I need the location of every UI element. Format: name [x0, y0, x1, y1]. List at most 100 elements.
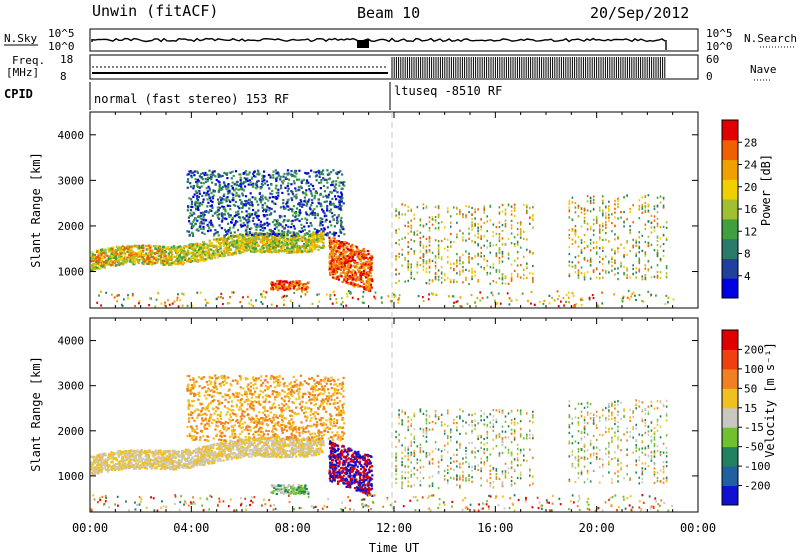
echo-cell — [233, 451, 236, 455]
echo-cell — [207, 249, 210, 252]
echo-cell — [234, 222, 237, 225]
echo-cell — [132, 245, 135, 248]
echo-cell — [269, 176, 272, 179]
echo-cell — [319, 192, 322, 195]
echo-cell — [237, 212, 240, 216]
nave-label: Nave — [750, 63, 777, 76]
echo-cell — [568, 252, 571, 256]
echo-cell — [145, 257, 149, 260]
echo-cell — [632, 221, 634, 224]
echo-cell — [207, 185, 210, 188]
echo-cell — [122, 249, 125, 253]
echo-cell — [644, 267, 647, 270]
echo-cell — [330, 241, 333, 244]
nsky-label: N.Sky — [4, 32, 37, 45]
echo-cell — [277, 241, 281, 244]
echo-cell — [434, 220, 437, 223]
echo-cell — [320, 228, 323, 231]
echo-cell — [341, 245, 344, 248]
echo-cell — [217, 180, 220, 183]
echo-cell — [118, 246, 121, 250]
echo-cell — [495, 268, 498, 272]
echo-cell — [238, 184, 241, 187]
echo-cell — [298, 230, 301, 233]
echo-cell — [97, 249, 100, 252]
echo-cell — [656, 254, 659, 258]
echo-cell — [437, 246, 440, 249]
echo-cell — [329, 262, 332, 265]
echo-cell — [495, 254, 498, 258]
echo-cell — [278, 214, 282, 218]
echo-cell — [315, 243, 318, 246]
echo-cell — [370, 261, 374, 264]
echo-cell — [342, 271, 345, 274]
echo-cell — [236, 180, 239, 184]
echo-cell — [483, 205, 486, 208]
echo-cell — [326, 207, 329, 210]
echo-cell — [650, 266, 653, 269]
echo-cell — [304, 171, 307, 175]
echo-cell — [253, 223, 256, 226]
echo-cell — [525, 204, 528, 207]
echo-cell — [215, 297, 218, 301]
echo-cell — [477, 242, 479, 246]
echo-cell — [284, 295, 287, 298]
echo-cell — [238, 250, 241, 253]
echo-cell — [114, 255, 117, 258]
echo-cell — [191, 259, 194, 263]
echo-cell — [348, 258, 351, 262]
echo-cell — [301, 179, 304, 182]
echo-cell — [368, 289, 372, 293]
echo-cell — [255, 231, 258, 235]
echo-cell — [320, 240, 323, 243]
echo-cell — [352, 269, 355, 272]
echo-cell — [431, 259, 434, 263]
echo-cell — [525, 248, 528, 251]
echo-cell — [574, 241, 577, 244]
echo-cell — [519, 232, 522, 235]
echo-cell — [333, 195, 337, 198]
echo-cell — [638, 247, 641, 250]
echo-cell — [617, 237, 619, 240]
echo-cell — [347, 268, 350, 272]
echo-cell — [659, 259, 662, 262]
echo-cell — [304, 239, 307, 242]
echo-cell — [362, 265, 366, 268]
echo-cell — [306, 202, 309, 205]
echo-cell — [239, 188, 242, 191]
freq-tick-bottom: 8 — [60, 70, 67, 83]
echo-cell — [440, 266, 443, 269]
echo-cell — [120, 262, 123, 265]
echo-cell — [307, 244, 310, 247]
echo-cell — [350, 249, 353, 252]
echo-cell — [342, 265, 345, 269]
echo-cell — [138, 247, 141, 251]
nsky-line — [91, 37, 666, 43]
echo-cell — [116, 259, 119, 262]
echo-cell — [489, 282, 492, 285]
echo-cell — [225, 238, 228, 241]
echo-cell — [230, 243, 234, 246]
echo-cell — [312, 240, 315, 244]
echo-cell — [466, 302, 469, 306]
echo-cell — [272, 174, 275, 177]
echo-cell — [292, 247, 295, 251]
echo-cell — [336, 176, 340, 179]
echo-cell — [192, 224, 195, 228]
echo-cell — [283, 230, 286, 234]
echo-cell — [304, 211, 308, 214]
echo-cell — [206, 205, 209, 208]
echo-cell — [295, 241, 298, 245]
echo-cell — [222, 241, 225, 244]
echo-cell — [138, 253, 142, 256]
echo-cell — [231, 234, 235, 237]
echo-cell — [519, 276, 522, 279]
echo-cell — [242, 234, 245, 237]
echo-cell — [338, 181, 341, 184]
echo-cell — [274, 241, 278, 244]
cpid-label: CPID — [4, 87, 33, 101]
echo-cell — [656, 196, 659, 199]
echo-cell — [337, 260, 340, 263]
echo-cell — [190, 304, 193, 307]
